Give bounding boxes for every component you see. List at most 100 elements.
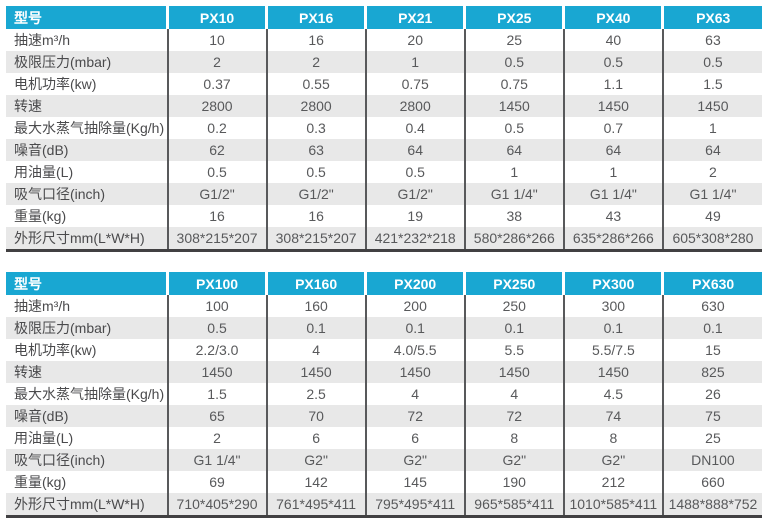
spec-value-cell: 15 (661, 339, 762, 361)
spec-value-cell: 142 (265, 471, 366, 493)
spec-row: 噪音(dB) 65 70 72 72 74 75 (6, 405, 762, 427)
spec-value-cell: 0.5 (661, 51, 762, 73)
spec-value-cell: 160 (265, 295, 366, 317)
spec-value-cell: 1450 (562, 95, 663, 117)
spec-row-label: 用油量(L) (14, 164, 74, 180)
spec-value-cell: 308*215*207 (265, 227, 366, 251)
spec-value-cell: 2800 (265, 95, 366, 117)
spec-value-cell: G1 1/4" (562, 183, 663, 205)
spec-value-cell: 2 (661, 161, 762, 183)
spec-value-cell: 1450 (166, 361, 267, 383)
model-header-cell: 型号 (6, 272, 168, 295)
spec-table-px100-px630: 型号 PX100 PX160 PX200 PX250 PX300 PX630 抽速m³/h 10… (6, 272, 762, 518)
spec-row-label: 噪音(dB) (14, 408, 69, 424)
spec-value-cell: 1.5 (661, 73, 762, 95)
spec-value-cell: 710*405*290 (166, 493, 267, 517)
spec-value-cell: 145 (364, 471, 465, 493)
spec-row: 极限压力(mbar) 2 2 1 0.5 0.5 0.5 (6, 51, 762, 73)
spec-value-cell: 2 (166, 51, 267, 73)
spec-value-cell: 62 (166, 139, 267, 161)
spec-value-cell: 72 (364, 405, 465, 427)
spec-value-cell: 4.5 (562, 383, 663, 405)
spec-row: 电机功率(kw) 2.2/3.0 4 4.0/5.5 5.5 5.5/7.5 15 (6, 339, 762, 361)
spec-value-cell: 1450 (562, 361, 663, 383)
spec-value-cell: 0.1 (463, 317, 564, 339)
spec-row-label: 极限压力(mbar) (14, 320, 112, 336)
spec-value-cell: 0.37 (166, 73, 267, 95)
spec-value-cell: 8 (562, 427, 663, 449)
spec-row-label: 极限压力(mbar) (14, 54, 112, 70)
spec-row-label: 重量(kg) (14, 208, 67, 224)
spec-value-cell: 965*585*411 (463, 493, 564, 517)
spec-value-cell: 761*495*411 (265, 493, 366, 517)
spec-value-cell: 0.5 (463, 117, 564, 139)
spec-value-cell: 2800 (364, 95, 465, 117)
spec-value-cell: 635*286*266 (562, 227, 663, 251)
spec-value-cell: 1 (364, 51, 465, 73)
model-column-header: PX160 (265, 272, 366, 295)
table-body: 抽速m³/h 10 16 20 25 40 63 极限压力(mbar) 2 2 1 0.5 0.5 0.5… (6, 29, 762, 251)
spec-row: 噪音(dB) 62 63 64 64 64 64 (6, 139, 762, 161)
spec-value-cell: 0.1 (364, 317, 465, 339)
spec-row: 重量(kg) 69 142 145 190 212 660 (6, 471, 762, 493)
spec-value-cell: 0.1 (562, 317, 663, 339)
spec-table-section-px10-px63: 型号 PX10 PX16 PX21 PX25 PX40 PX63 抽速m³/h 10 16 20 25… (6, 6, 762, 252)
spec-value-cell: G2" (265, 449, 366, 471)
spec-value-cell: 49 (661, 205, 762, 227)
spec-value-cell: 0.4 (364, 117, 465, 139)
spec-value-cell: 74 (562, 405, 663, 427)
spec-value-cell: 64 (364, 139, 465, 161)
spec-value-cell: 0.1 (265, 317, 366, 339)
spec-value-cell: 25 (463, 29, 564, 51)
spec-row-label: 电机功率(kw) (14, 76, 97, 92)
spec-value-cell: 795*495*411 (364, 493, 465, 517)
spec-value-cell: 0.5 (463, 51, 564, 73)
spec-row-label: 外形尺寸mm(L*W*H) (14, 496, 145, 512)
spec-row-label: 转速 (14, 364, 42, 380)
spec-value-cell: 0.5 (166, 161, 267, 183)
spec-value-cell: 64 (562, 139, 663, 161)
spec-value-cell: 70 (265, 405, 366, 427)
spec-value-cell: 64 (661, 139, 762, 161)
spec-row: 极限压力(mbar) 0.5 0.1 0.1 0.1 0.1 0.1 (6, 317, 762, 339)
spec-value-cell: 2.2/3.0 (166, 339, 267, 361)
spec-value-cell: 10 (166, 29, 267, 51)
spec-value-cell: 25 (661, 427, 762, 449)
spec-value-cell: 26 (661, 383, 762, 405)
model-column-header: PX300 (562, 272, 663, 295)
spec-value-cell: 1010*585*411 (562, 493, 663, 517)
spec-value-cell: 16 (265, 29, 366, 51)
spec-value-cell: 20 (364, 29, 465, 51)
model-column-header: PX100 (165, 272, 267, 295)
spec-value-cell: G1 1/4" (166, 449, 267, 471)
spec-row: 最大水蒸气抽除量(Kg/h) 1.5 2.5 4 4 4.5 26 (6, 383, 762, 405)
model-header-cell: 型号 (6, 6, 168, 29)
spec-row-label: 转速 (14, 98, 42, 114)
spec-row: 电机功率(kw) 0.37 0.55 0.75 0.75 1.1 1.5 (6, 73, 762, 95)
spec-value-cell: 63 (265, 139, 366, 161)
spec-value-cell: 1488*888*752 (661, 493, 762, 517)
spec-value-cell: 660 (661, 471, 762, 493)
spec-row-label: 吸气口径(inch) (14, 452, 106, 468)
header-row: 型号 PX10 PX16 PX21 PX25 PX40 PX63 (6, 6, 762, 29)
spec-value-cell: 2 (265, 51, 366, 73)
spec-row-label: 最大水蒸气抽除量(Kg/h) (14, 120, 165, 136)
spec-value-cell: 100 (166, 295, 267, 317)
spec-value-cell: 1.5 (166, 383, 267, 405)
spec-value-cell: 40 (562, 29, 663, 51)
spec-value-cell: G1 1/4" (463, 183, 564, 205)
spec-value-cell: 19 (364, 205, 465, 227)
spec-value-cell: DN100 (661, 449, 762, 471)
spec-row: 外形尺寸mm(L*W*H) 308*215*207 308*215*207 421*2… (6, 227, 762, 251)
spec-value-cell: 69 (166, 471, 267, 493)
spec-value-cell: 630 (661, 295, 762, 317)
spec-row-label: 电机功率(kw) (14, 342, 97, 358)
spec-row: 最大水蒸气抽除量(Kg/h) 0.2 0.3 0.4 0.5 0.7 1 (6, 117, 762, 139)
spec-row: 抽速m³/h 10 16 20 25 40 63 (6, 29, 762, 51)
spec-row: 重量(kg) 16 16 19 38 43 49 (6, 205, 762, 227)
model-column-header: PX40 (562, 6, 663, 29)
spec-value-cell: 1 (463, 161, 564, 183)
spec-value-cell: 43 (562, 205, 663, 227)
spec-value-cell: G2" (463, 449, 564, 471)
spec-value-cell: 64 (463, 139, 564, 161)
